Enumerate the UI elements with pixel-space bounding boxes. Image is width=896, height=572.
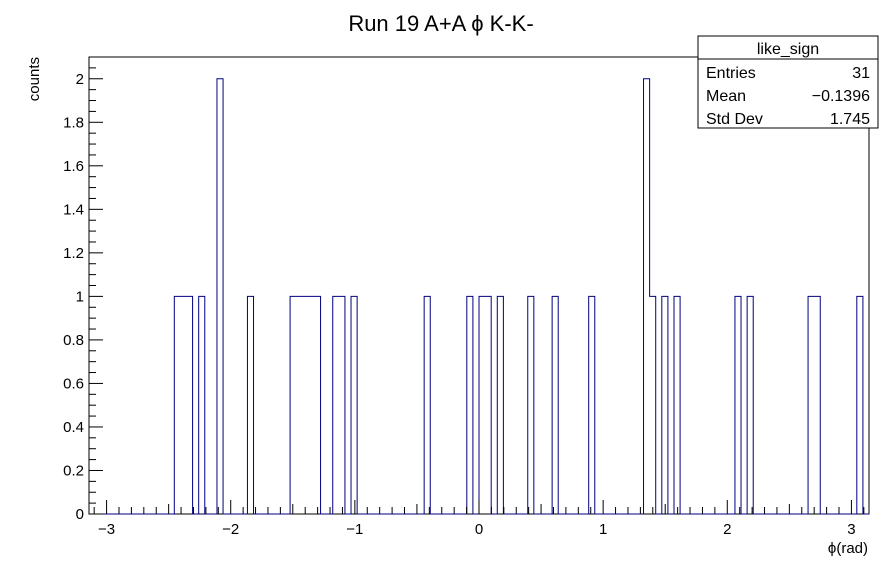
x-tick-label: −3	[98, 521, 115, 538]
stats-title: like_sign	[757, 41, 819, 58]
histogram-bin	[528, 296, 534, 514]
x-tick-label: −1	[346, 521, 363, 538]
stats-mean-value: −0.1396	[812, 88, 870, 105]
histogram-bin	[814, 296, 820, 514]
y-tick-label: 1.8	[63, 114, 84, 131]
stats-entries-label: Entries	[706, 65, 756, 82]
histogram-bin	[747, 296, 753, 514]
histogram-bin	[735, 296, 741, 514]
x-tick-label: −2	[222, 521, 239, 538]
histogram-bin	[808, 296, 814, 514]
x-tick-label: 2	[723, 521, 731, 538]
histogram-bin	[308, 296, 314, 514]
histogram-bin	[333, 296, 339, 514]
histogram-bin	[199, 296, 205, 514]
y-axis-label: counts	[26, 57, 43, 101]
y-tick-label: 0.8	[63, 332, 84, 349]
histogram-bin	[187, 296, 193, 514]
histogram-bin	[485, 296, 491, 514]
histogram-bin	[589, 296, 595, 514]
y-tick-label: 1	[76, 288, 84, 305]
histogram-bin	[296, 296, 302, 514]
histogram-bin	[351, 296, 357, 514]
histogram-bin	[290, 296, 296, 514]
histogram-bin	[314, 296, 320, 514]
histogram-bin	[674, 296, 680, 514]
histogram-bin	[662, 296, 668, 514]
y-tick-label: 1.2	[63, 245, 84, 262]
histogram-bin	[180, 296, 186, 514]
histogram-bin	[424, 296, 430, 514]
y-tick-label: 0	[76, 506, 84, 523]
histogram-bin	[857, 296, 863, 514]
stats-mean-label: Mean	[706, 88, 746, 105]
histogram-bin	[552, 296, 558, 514]
histogram-outline	[89, 78, 869, 515]
x-tick-label: 1	[599, 521, 607, 538]
y-tick-label: 0.4	[63, 419, 84, 436]
histogram-bin	[339, 296, 345, 514]
y-tick-label: 1.4	[63, 201, 84, 218]
histogram-bin	[650, 296, 656, 514]
histogram-bin	[479, 296, 485, 514]
histogram-bars	[89, 78, 869, 515]
histogram-bin	[467, 296, 473, 514]
stats-stddev-label: Std Dev	[706, 111, 763, 128]
x-tick-label: 3	[847, 521, 855, 538]
x-axis: −3 −2 −1 0 1 2 3	[93, 500, 865, 538]
y-tick-label: 1.6	[63, 158, 84, 175]
x-tick-label: 0	[475, 521, 483, 538]
histogram-bin	[302, 296, 308, 514]
stats-box: like_sign Entries 31 Mean −0.1396 Std De…	[697, 35, 879, 129]
y-tick-label: 0.2	[63, 462, 84, 479]
y-tick-label: 0.6	[63, 375, 84, 392]
y-tick-label: 2	[76, 71, 84, 88]
histogram-bin	[644, 79, 650, 514]
y-axis: 0 0.2 0.4 0.6 0.8 1 1.2 1.4 1.6 1.8 2	[63, 67, 103, 523]
stats-entries-value: 31	[852, 65, 870, 82]
histogram-bin	[217, 79, 223, 514]
histogram-bin	[247, 296, 253, 514]
histogram-bin	[497, 296, 503, 514]
x-axis-label: ϕ(rad)	[828, 540, 868, 557]
histogram-bin	[174, 296, 180, 514]
stats-stddev-value: 1.745	[830, 111, 870, 128]
chart-title: Run 19 A+A ϕ K-K-	[348, 11, 533, 36]
